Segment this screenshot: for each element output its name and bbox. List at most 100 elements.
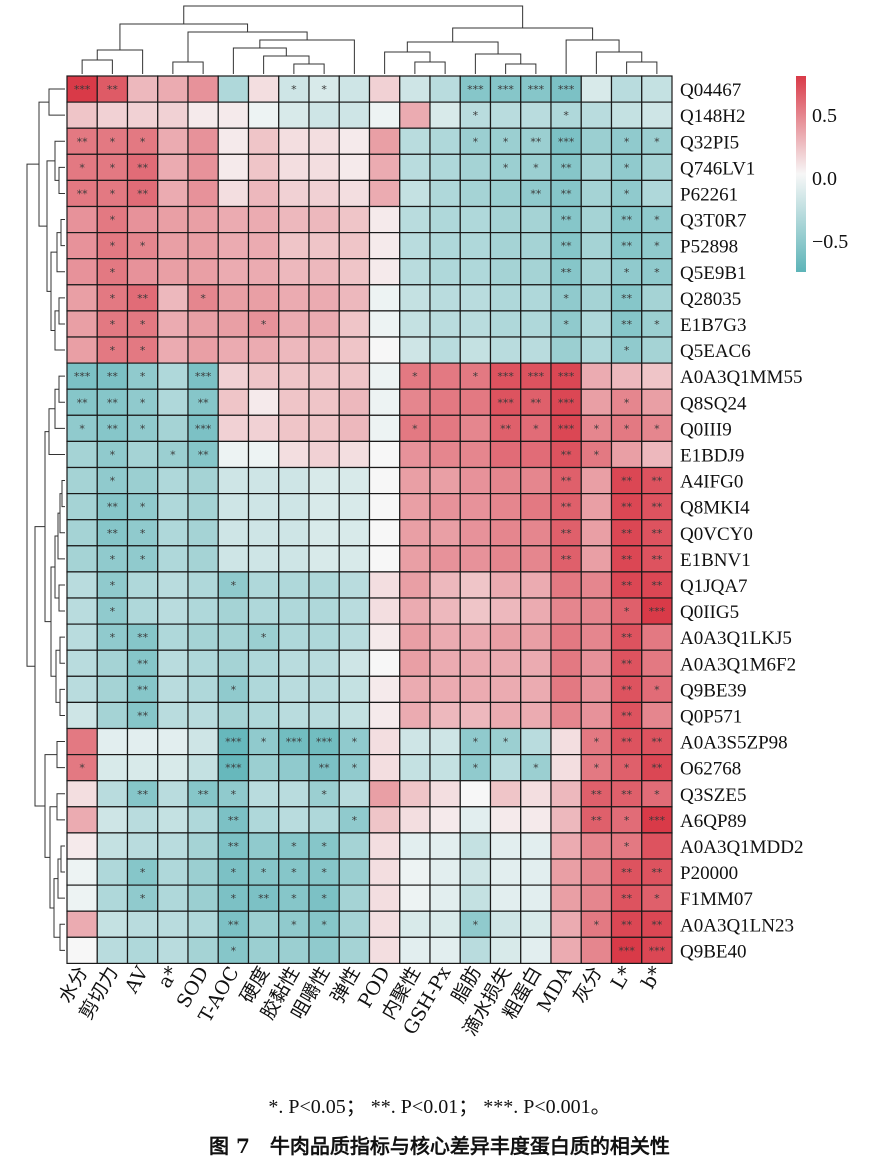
heatmap-cell (126, 493, 159, 521)
heatmap-cell (278, 910, 310, 938)
significance-mark: *** (286, 736, 303, 749)
significance-mark: * (594, 918, 600, 931)
significance-mark: * (291, 866, 297, 879)
significance-mark: ** (107, 422, 119, 435)
heatmap-cell (278, 493, 310, 521)
heatmap-cell (278, 205, 310, 234)
heatmap-cell (368, 440, 401, 469)
significance-mark: * (473, 109, 479, 122)
significance-mark: ** (137, 657, 149, 670)
heatmap-cell (126, 675, 159, 703)
heatmap-cell (520, 675, 552, 703)
significance-mark: * (140, 396, 146, 409)
dendrogram-branch (59, 923, 65, 951)
heatmap-cell (429, 597, 461, 625)
heatmap-cell (641, 310, 673, 338)
heatmap-cell (368, 310, 401, 338)
heatmap-cell (247, 780, 280, 808)
heatmap-cell (520, 127, 552, 155)
colorbar-tick-low: −0.5 (812, 231, 848, 253)
heatmap-cell (66, 832, 98, 860)
significance-mark: ** (137, 187, 149, 200)
heatmap-cell (96, 101, 129, 129)
significance-mark: * (654, 266, 660, 279)
significance-mark: * (654, 892, 660, 905)
heatmap-cell (429, 388, 461, 416)
heatmap-cell (157, 727, 189, 756)
heatmap-cell (217, 284, 250, 312)
heatmap-cell (187, 545, 219, 573)
heatmap-cell (580, 623, 613, 651)
significance-mark: *** (558, 370, 575, 383)
heatmap-cell (338, 258, 371, 286)
heatmap-cell (580, 571, 613, 599)
significance-mark: *** (225, 736, 242, 749)
significance-mark: * (352, 814, 358, 827)
heatmap-cell (429, 414, 461, 442)
significance-mark: * (352, 736, 358, 749)
heatmap-cell (641, 362, 673, 390)
significance-mark: * (140, 422, 146, 435)
significance-mark: * (140, 135, 146, 148)
significance-mark: ** (561, 187, 573, 200)
significance-mark: * (231, 788, 237, 801)
significance-mark: * (231, 944, 237, 957)
heatmap-cell (580, 362, 613, 390)
row-label: E1BNV1 (680, 550, 751, 571)
heatmap-cell (278, 701, 310, 730)
significance-mark: * (231, 866, 237, 879)
heatmap-cell (157, 936, 189, 964)
row-label: A4IFG0 (680, 472, 743, 493)
dendrogram-branch (58, 166, 65, 194)
significance-mark: * (110, 318, 116, 331)
heatmap-cell (580, 832, 613, 860)
significance-mark: ** (228, 814, 240, 827)
heatmap-cell (157, 258, 189, 286)
heatmap-cell (217, 753, 250, 782)
heatmap-cell (520, 623, 552, 651)
heatmap-cell (641, 780, 673, 808)
heatmap-cell (96, 701, 129, 730)
row-label: Q5EAC6 (680, 341, 751, 362)
heatmap-cell (308, 440, 340, 469)
heatmap-cell (429, 910, 461, 938)
heatmap-cell (126, 806, 159, 834)
significance-mark: ** (107, 501, 119, 514)
heatmap-cell (368, 780, 401, 808)
heatmap-cell (96, 858, 129, 886)
row-label: Q04467 (680, 80, 741, 101)
heatmap-cell (641, 127, 673, 155)
heatmap-cell (641, 597, 673, 625)
heatmap-cell (247, 284, 280, 312)
heatmap-cell (338, 858, 371, 886)
significance-mark: * (624, 422, 630, 435)
heatmap-cell (520, 649, 552, 677)
significance-mark: * (110, 214, 116, 227)
significance-mark: * (140, 501, 146, 514)
heatmap-cell (187, 362, 219, 390)
heatmap-cell (126, 388, 159, 416)
heatmap-cell (157, 832, 189, 860)
heatmap-cell (550, 571, 582, 599)
heatmap-cell (399, 440, 431, 469)
heatmap-cell (247, 75, 280, 103)
heatmap-cell (66, 597, 98, 625)
heatmap-cell (550, 336, 582, 364)
row-label: Q746LV1 (680, 158, 755, 179)
heatmap-cell (641, 284, 673, 312)
heatmap-cell (429, 884, 461, 912)
significance-mark: * (594, 422, 600, 435)
significance-mark: ** (621, 527, 633, 540)
heatmap-cell (368, 910, 401, 938)
significance-mark: ** (561, 553, 573, 566)
row-label: Q0III9 (680, 419, 732, 440)
heatmap-cell (399, 727, 431, 756)
dendrogram-branch (414, 61, 446, 74)
heatmap-cell (399, 649, 431, 677)
heatmap-cell (520, 858, 552, 886)
heatmap-cell (187, 153, 219, 182)
column-label: 灰分 (569, 963, 607, 1007)
significance-mark: * (473, 736, 479, 749)
heatmap-cell (126, 936, 159, 964)
